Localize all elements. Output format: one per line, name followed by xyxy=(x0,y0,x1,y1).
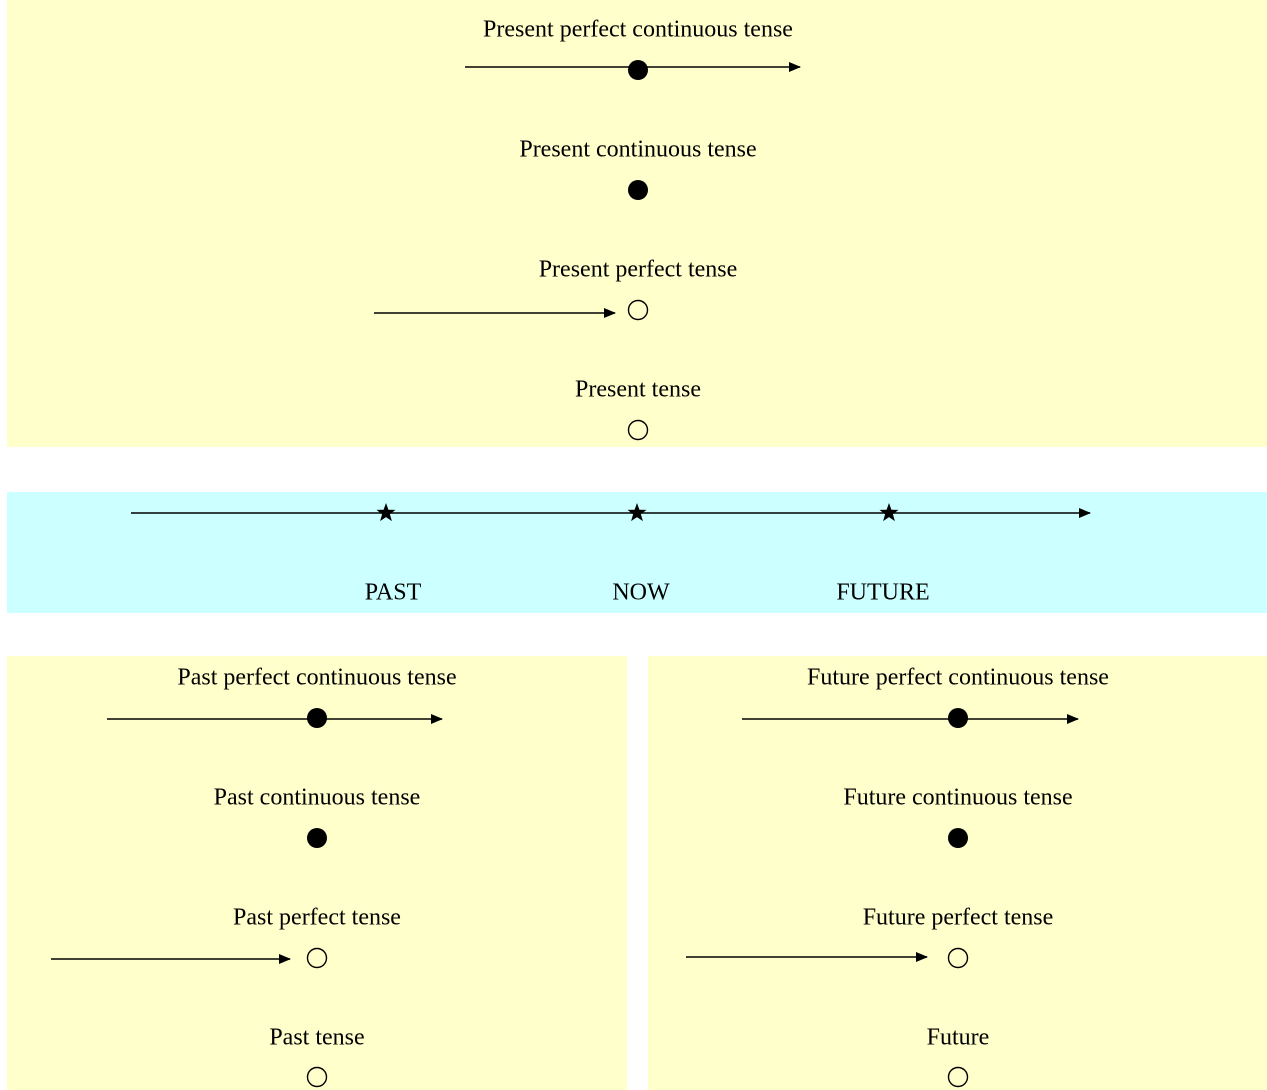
dot xyxy=(628,60,648,80)
circle xyxy=(306,947,328,969)
tense-label: Future continuous tense xyxy=(843,785,1072,811)
timeline-label: PAST xyxy=(365,580,422,606)
circle xyxy=(947,947,969,969)
circle xyxy=(306,1066,328,1088)
tense-label: Present perfect tense xyxy=(539,257,738,283)
circle xyxy=(627,299,649,321)
tense-label: Present continuous tense xyxy=(519,137,756,163)
tense-label: Future perfect continuous tense xyxy=(807,665,1109,691)
dot xyxy=(307,828,327,848)
timeline-label: FUTURE xyxy=(836,580,929,606)
dot xyxy=(628,180,648,200)
tense-label: Present tense xyxy=(575,377,701,403)
tense-label: Present perfect continuous tense xyxy=(483,17,793,43)
tense-label: Past perfect tense xyxy=(233,905,401,931)
dot xyxy=(948,828,968,848)
tense-label: Past tense xyxy=(269,1025,364,1051)
tense-label: Future perfect tense xyxy=(863,905,1054,931)
tense-label: Past perfect continuous tense xyxy=(177,665,456,691)
dot xyxy=(307,708,327,728)
circle xyxy=(947,1066,969,1088)
dot xyxy=(948,708,968,728)
timeline-label: NOW xyxy=(612,580,670,606)
circle xyxy=(627,419,649,441)
tense-label: Future xyxy=(927,1025,990,1051)
tense-label: Past continuous tense xyxy=(214,785,421,811)
past-panel xyxy=(7,656,627,1090)
future-panel xyxy=(648,656,1267,1090)
